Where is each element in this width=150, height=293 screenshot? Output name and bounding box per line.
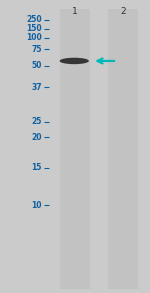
Text: 1: 1 [72,7,78,16]
Bar [108,9,138,289]
Ellipse shape [60,58,89,64]
Text: 10: 10 [32,201,42,209]
Bar [94,9,100,289]
Text: 75: 75 [32,45,42,54]
Text: 100: 100 [26,33,42,42]
Text: 50: 50 [32,62,42,70]
Text: 150: 150 [26,24,42,33]
Text: 2: 2 [120,7,126,16]
Text: 25: 25 [32,117,42,126]
Text: 250: 250 [26,16,42,24]
Bar [60,9,90,289]
Text: 20: 20 [32,133,42,142]
Text: 15: 15 [32,163,42,172]
Text: 37: 37 [31,83,42,92]
